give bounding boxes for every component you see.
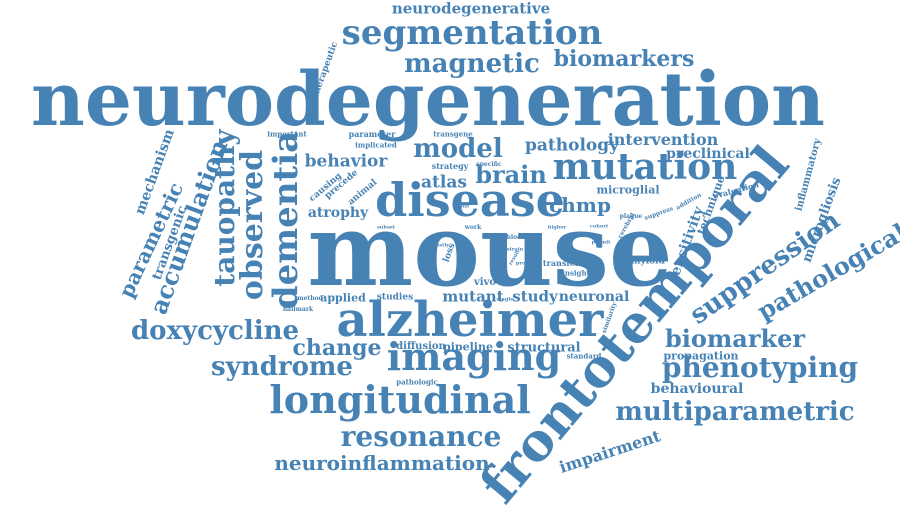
word-tissue: tissue: [452, 203, 470, 210]
word-transgene: transgene: [433, 129, 473, 139]
word-alzheimer: alzheimer: [336, 292, 604, 348]
word-hallmark: hallmark: [282, 306, 314, 313]
word-segmentation: segmentation: [341, 13, 603, 53]
word-multiparametric: multiparametric: [615, 397, 855, 427]
word-doxycycline: doxycycline: [130, 316, 300, 346]
word-higher: higher: [547, 224, 567, 231]
word-biomarker: biomarker: [664, 324, 806, 353]
word-studies: studies: [376, 292, 414, 303]
word-structural: structural: [507, 340, 581, 356]
word-chmp: chmp: [549, 193, 611, 217]
word-atlas: atlas: [421, 172, 467, 193]
word-method: method: [297, 295, 323, 302]
word-mutation: mutation: [552, 146, 738, 188]
word-preclinical: preclinical: [666, 146, 750, 162]
word-imaging: imaging: [386, 334, 562, 379]
word-brain: brain: [475, 160, 547, 189]
word-study: study: [512, 287, 558, 306]
word-mouse: mouse: [307, 191, 673, 309]
word-pathology: pathology: [524, 135, 620, 156]
word-propagation: propagation: [663, 349, 739, 363]
word-plaque: plaque: [619, 213, 643, 220]
word-work: work: [464, 224, 482, 231]
word-insight: insight: [562, 268, 590, 278]
word-diffusion: diffusion: [396, 341, 446, 352]
word-neurodegenerative: neurodegenerative: [391, 0, 551, 18]
word-amyloid: amyloid: [625, 256, 665, 267]
word-microglial: microglial: [596, 183, 660, 197]
word-subset: subset: [376, 224, 396, 231]
word-standard: standard: [566, 351, 602, 361]
word-important: important: [267, 129, 307, 139]
word-model: model: [413, 134, 503, 164]
word-applied: applied: [320, 291, 366, 305]
word-simple: simple: [437, 232, 457, 239]
word-transfer: transfer: [542, 258, 580, 268]
word-phenotyping: phenotyping: [661, 351, 859, 384]
word-parameter: parameter: [348, 129, 396, 139]
word-mutant: mutant: [442, 287, 504, 306]
word-intervention: intervention: [607, 130, 719, 149]
word-behavioural: behavioural: [650, 381, 744, 397]
word-resonance: resonance: [340, 420, 502, 453]
word-implicated: implicated: [355, 140, 397, 150]
word-neurodegeneration: neurodegeneration: [31, 57, 825, 143]
word-specific: specific: [476, 161, 502, 168]
word-syndrome: syndrome: [211, 352, 353, 382]
word-blood: blood: [506, 234, 526, 241]
word-dementia: dementia: [266, 130, 306, 310]
word-strain: strain: [506, 246, 524, 253]
word-mostly: mostly: [430, 242, 450, 249]
word-pipeline: pipeline: [443, 340, 493, 354]
word-permit: permit: [591, 239, 611, 246]
word-neuronal: neuronal: [558, 289, 630, 305]
word-change: change: [292, 335, 382, 361]
word-vivo: vivo: [473, 277, 497, 288]
word-longitudinal: longitudinal: [269, 377, 531, 422]
word-neuroinflammation: neuroinflammation: [274, 451, 490, 475]
word-pathologic: pathologic: [396, 377, 438, 387]
word-atrophy: atrophy: [307, 205, 369, 221]
word-behavior: behavior: [304, 151, 388, 172]
word-single: single: [496, 296, 514, 303]
word-magnetic: magnetic: [404, 49, 540, 79]
word-probe: probe: [515, 260, 533, 267]
word-cohort: cohort: [589, 223, 609, 230]
word-disease: disease: [375, 173, 565, 227]
word-strategy: strategy: [431, 161, 469, 171]
word-biomarkers: biomarkers: [553, 46, 695, 72]
word-observed: observed: [235, 149, 270, 301]
